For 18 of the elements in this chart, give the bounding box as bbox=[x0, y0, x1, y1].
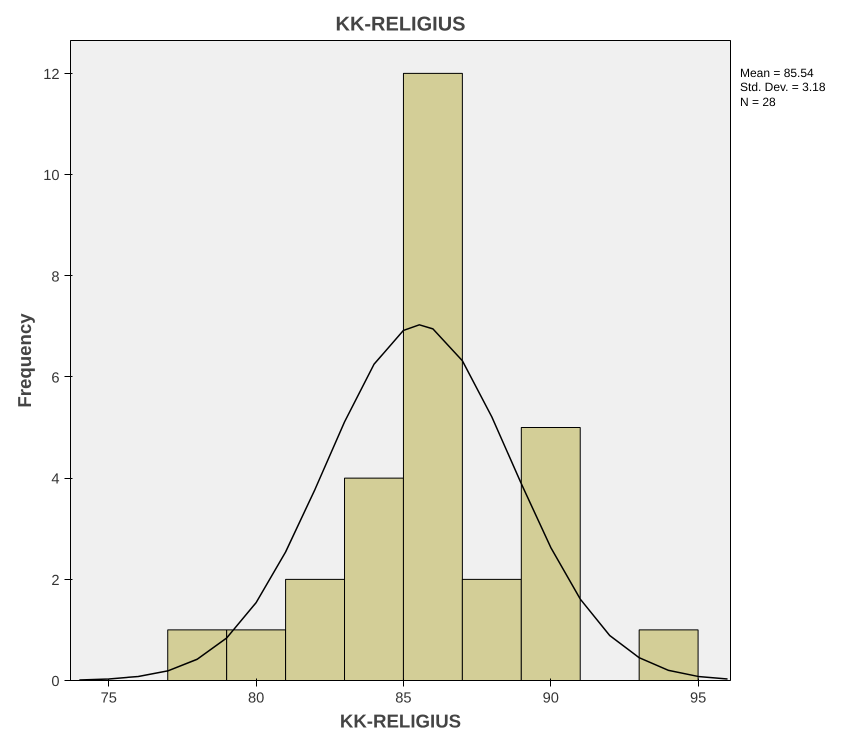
x-tick-label: 90 bbox=[542, 690, 559, 706]
y-tick-label: 4 bbox=[51, 472, 60, 488]
y-tick-label: 0 bbox=[51, 674, 60, 690]
text: N = 28 bbox=[740, 94, 776, 109]
x-tick-label: 80 bbox=[248, 690, 264, 706]
y-tick-label: 12 bbox=[43, 66, 60, 83]
x-axis-title: KK-RELIGIUS bbox=[340, 710, 462, 732]
x-tick-label: 95 bbox=[690, 690, 706, 706]
x-tick-label: 85 bbox=[395, 690, 412, 706]
y-tick-label: 2 bbox=[51, 572, 60, 589]
y-axis-title: Frequency bbox=[14, 312, 36, 408]
y-tick-label: 10 bbox=[43, 168, 60, 184]
y-tick-label: 8 bbox=[51, 269, 60, 286]
text: Mean = 85.54 bbox=[740, 66, 814, 80]
x-tick-label: 75 bbox=[100, 690, 117, 706]
y-tick-label: 6 bbox=[51, 370, 60, 386]
chart-title: KK-RELIGIUS bbox=[336, 14, 466, 36]
text: Std. Dev. = 3.18 bbox=[740, 80, 826, 94]
